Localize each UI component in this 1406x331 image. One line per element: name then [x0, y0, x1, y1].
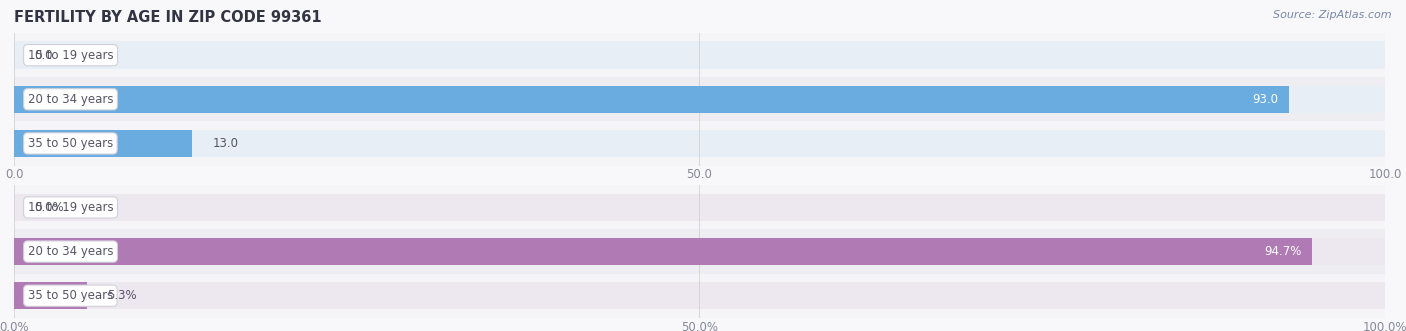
- Text: 13.0: 13.0: [212, 137, 239, 150]
- Text: 5.3%: 5.3%: [107, 289, 136, 302]
- Text: 0.0%: 0.0%: [35, 201, 65, 214]
- Bar: [14, 41, 1385, 69]
- Bar: [14, 130, 1385, 157]
- Bar: [14, 282, 1385, 309]
- Bar: [14, 194, 1385, 221]
- Text: 15 to 19 years: 15 to 19 years: [28, 49, 114, 62]
- Text: FERTILITY BY AGE IN ZIP CODE 99361: FERTILITY BY AGE IN ZIP CODE 99361: [14, 10, 322, 25]
- Text: 20 to 34 years: 20 to 34 years: [28, 245, 114, 258]
- Text: 93.0: 93.0: [1251, 93, 1278, 106]
- Bar: [14, 33, 1385, 77]
- Text: Source: ZipAtlas.com: Source: ZipAtlas.com: [1274, 10, 1392, 20]
- Bar: [14, 238, 1385, 265]
- Bar: [14, 77, 1385, 121]
- Bar: [14, 121, 1385, 166]
- Text: 35 to 50 years: 35 to 50 years: [28, 289, 112, 302]
- Text: 94.7%: 94.7%: [1264, 245, 1302, 258]
- Bar: [14, 130, 193, 157]
- Bar: [14, 185, 1385, 229]
- Text: 20 to 34 years: 20 to 34 years: [28, 93, 114, 106]
- Bar: [14, 86, 1385, 113]
- Bar: [14, 86, 1289, 113]
- Text: 0.0: 0.0: [35, 49, 53, 62]
- Text: 35 to 50 years: 35 to 50 years: [28, 137, 112, 150]
- Bar: [14, 229, 1385, 274]
- Bar: [14, 238, 1312, 265]
- Text: 15 to 19 years: 15 to 19 years: [28, 201, 114, 214]
- Bar: [14, 274, 1385, 318]
- Bar: [14, 282, 87, 309]
